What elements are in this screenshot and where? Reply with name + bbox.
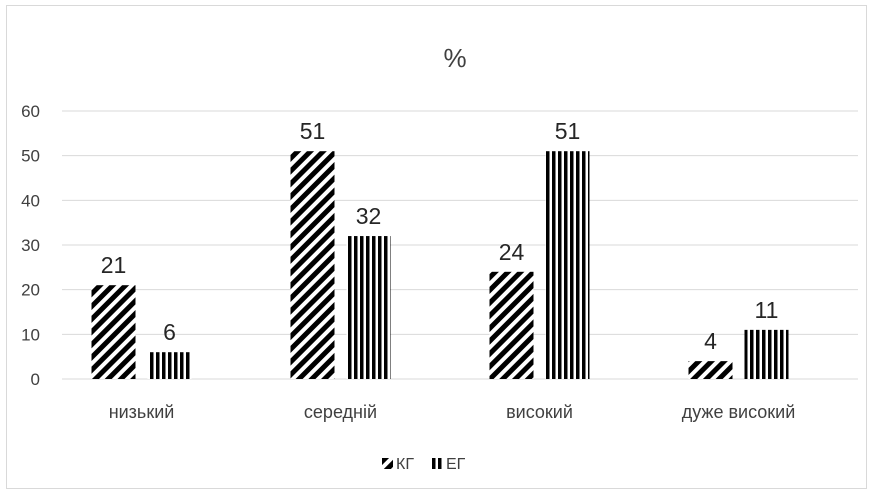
y-tick-label: 10 [21, 325, 40, 344]
data-labels: 21 6 51 32 24 51 4 11 [101, 118, 779, 354]
y-tick-label: 40 [21, 191, 40, 210]
x-axis-ticks: низький середній високий дуже високий [109, 402, 796, 422]
bars [91, 151, 789, 379]
bar-eg [346, 236, 391, 379]
bar-kg [290, 151, 335, 379]
data-label: 6 [163, 319, 176, 345]
y-tick-label: 30 [21, 236, 40, 255]
legend: КГ ЕГ [382, 456, 466, 473]
legend-swatch-eg [432, 458, 443, 469]
data-label: 11 [755, 297, 779, 323]
bar-kg [489, 271, 534, 379]
x-tick-label: низький [109, 402, 175, 422]
legend-label: ЕГ [446, 456, 466, 473]
bar-eg [545, 151, 590, 379]
x-tick-label: дуже високий [682, 402, 796, 422]
y-tick-label: 20 [21, 281, 40, 300]
data-label: 21 [101, 252, 127, 278]
legend-swatch-kg [382, 458, 393, 469]
legend-label: КГ [396, 456, 414, 473]
chart-title: % [443, 43, 466, 73]
bar-kg [91, 285, 136, 379]
data-label: 4 [704, 328, 717, 354]
gridlines [62, 110, 858, 380]
x-tick-label: високий [506, 402, 573, 422]
bar-eg [147, 352, 192, 379]
y-axis-ticks: 0 10 20 30 40 50 60 [21, 102, 40, 389]
y-tick-label: 60 [21, 102, 40, 121]
data-label: 51 [300, 118, 326, 144]
data-label: 24 [499, 239, 525, 265]
x-tick-label: середній [304, 402, 377, 422]
bar-eg [744, 329, 789, 379]
y-tick-label: 0 [31, 370, 40, 389]
bar-kg [688, 361, 733, 379]
data-label: 32 [356, 203, 382, 229]
y-tick-label: 50 [21, 147, 40, 166]
data-label: 51 [555, 118, 581, 144]
chart-frame [6, 5, 867, 489]
